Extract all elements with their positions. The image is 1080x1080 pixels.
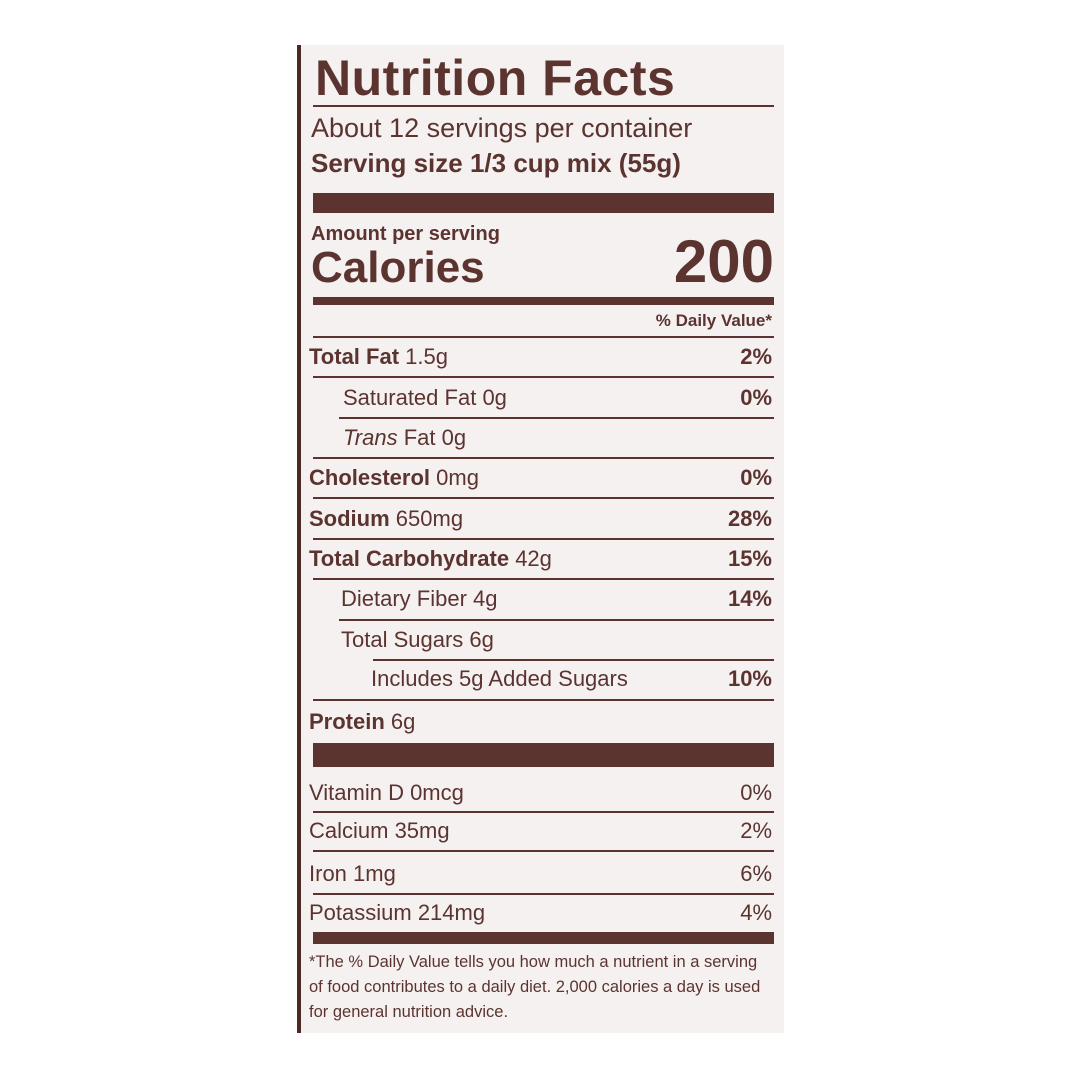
footnote: *The % Daily Value tells you how much a …	[309, 953, 761, 1021]
calories-value: 200	[673, 228, 774, 295]
vitamin-dv: 2%	[740, 818, 772, 843]
divider	[313, 850, 774, 852]
vitamin-row: Potassium 214mg 4%	[309, 893, 772, 933]
nutrient-dv: 0%	[740, 465, 772, 490]
vitamin-label: Iron 1mg	[309, 861, 396, 886]
vitamin-dv: 4%	[740, 900, 772, 925]
thick-divider	[313, 193, 774, 213]
serving-size-value: 1/3 cup mix (55g)	[469, 148, 681, 178]
nutrient-name: Total Sugars	[341, 627, 464, 652]
vitamin-label: Vitamin D 0mcg	[309, 780, 464, 805]
divider	[313, 811, 774, 813]
nutrient-dv: 14%	[727, 586, 772, 611]
nutrient-dv: 0%	[740, 385, 772, 410]
nutrition-facts-label: Nutrition Facts About 12 servings per co…	[297, 45, 784, 1033]
calories-label: Calories	[311, 243, 485, 292]
medium-divider	[313, 297, 774, 305]
nutrient-row-sodium: Sodium 650mg 28%	[309, 499, 772, 539]
divider	[313, 336, 774, 338]
nutrient-row-protein: Protein 6g	[309, 702, 772, 742]
divider	[313, 538, 774, 540]
divider	[313, 497, 774, 499]
nutrient-row-added-sugars: Includes 5g Added Sugars 10%	[371, 659, 772, 699]
nutrient-amount: 0g	[482, 385, 507, 410]
amount-per-serving: Amount per serving	[311, 223, 500, 245]
nutrient-row-total-sugars: Total Sugars 6g	[341, 620, 772, 660]
thick-divider	[313, 932, 774, 944]
nutrient-amount: 1.5g	[405, 344, 448, 369]
nutrient-amount: 4g	[473, 586, 498, 611]
nutrient-amount: 6g	[469, 627, 494, 652]
nutrient-amount: 650mg	[395, 506, 464, 531]
divider	[373, 659, 774, 661]
nutrient-amount: Fat 0g	[403, 425, 467, 450]
vitamin-dv: 0%	[740, 780, 772, 805]
divider	[313, 457, 774, 459]
nutrient-dv: 10%	[727, 666, 772, 691]
nutrient-row-trans-fat: Trans Fat 0g	[343, 418, 772, 458]
nutrient-name: Cholesterol	[309, 465, 431, 490]
nutrient-name: Includes 5g Added Sugars	[371, 666, 628, 691]
label-title: Nutrition Facts	[315, 50, 676, 106]
nutrient-name: Saturated Fat	[343, 385, 477, 410]
vitamin-row: Iron 1mg 6%	[309, 854, 772, 894]
vitamin-row: Calcium 35mg 2%	[309, 811, 772, 851]
divider	[313, 893, 774, 895]
nutrient-amount: 0mg	[436, 465, 479, 490]
divider	[313, 578, 774, 580]
divider	[339, 619, 774, 621]
nutrient-name: Dietary Fiber	[341, 586, 467, 611]
nutrient-dv: 28%	[727, 506, 772, 531]
serving-size-label: Serving size	[311, 148, 463, 178]
nutrient-amount: 42g	[515, 546, 552, 571]
vitamin-label: Calcium 35mg	[309, 818, 450, 843]
divider	[339, 417, 774, 419]
nutrient-name: Protein	[309, 709, 385, 734]
nutrient-name: Total Carbohydrate	[309, 546, 510, 571]
daily-value-header: % Daily Value*	[655, 311, 772, 330]
nutrient-row-total-fat: Total Fat 1.5g 2%	[309, 337, 772, 377]
nutrient-name: Trans	[343, 425, 398, 450]
divider	[313, 699, 774, 701]
vitamin-row: Vitamin D 0mcg 0%	[309, 773, 772, 813]
nutrient-amount: 6g	[390, 709, 416, 734]
vitamin-dv: 6%	[740, 861, 772, 886]
nutrient-row-saturated-fat: Saturated Fat 0g 0%	[343, 378, 772, 418]
thick-divider	[313, 743, 774, 767]
nutrient-dv: 2%	[740, 344, 772, 369]
divider	[313, 105, 774, 107]
servings-per-container: About 12 servings per container	[311, 113, 693, 143]
serving-size: Serving size 1/3 cup mix (55g)	[311, 148, 681, 179]
vitamin-label: Potassium 214mg	[309, 900, 486, 925]
divider	[313, 376, 774, 378]
nutrient-row-cholesterol: Cholesterol 0mg 0%	[309, 458, 772, 498]
nutrient-name: Total Fat	[309, 344, 400, 369]
nutrient-row-total-carbohydrate: Total Carbohydrate 42g 15%	[309, 539, 772, 579]
nutrient-name: Sodium	[309, 506, 390, 531]
nutrient-dv: 15%	[727, 546, 772, 571]
nutrient-row-dietary-fiber: Dietary Fiber 4g 14%	[341, 579, 772, 619]
